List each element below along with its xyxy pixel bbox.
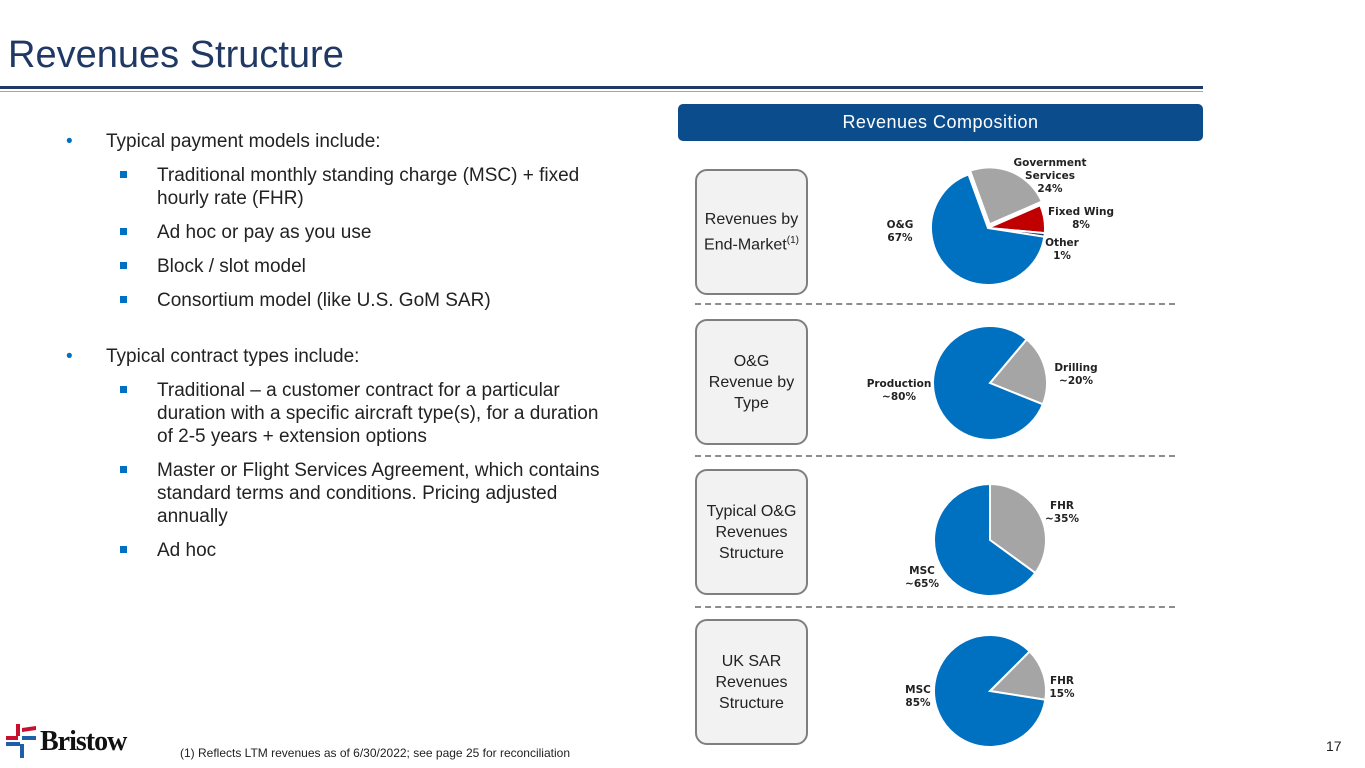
company-logo-text: Bristow (40, 726, 127, 757)
panel-header: Revenues Composition (678, 104, 1203, 141)
pie-label: FHR ~35% (1045, 500, 1079, 525)
title-divider-thin (0, 91, 1203, 92)
pie-label: O&G 67% (886, 219, 914, 244)
title-divider (0, 86, 1203, 89)
page-number: 17 (1326, 738, 1342, 754)
dashed-divider (695, 303, 1175, 305)
bullet: Typical contract types include: (66, 345, 606, 368)
bullet-list: Typical payment models include: Traditio… (66, 130, 606, 573)
pie-slice (989, 482, 1047, 575)
pie-label: Drilling ~20% (1054, 362, 1098, 387)
pie-slice (933, 634, 1047, 748)
pie-slice (932, 325, 1045, 441)
pie-label: Production ~80% (866, 378, 932, 403)
footnote: (1) Reflects LTM revenues as of 6/30/202… (180, 746, 570, 760)
pie-label: Government Services 24% (1013, 157, 1087, 195)
sub-bullet: Block / slot model (66, 255, 606, 278)
box-label: Revenues by End-Market (704, 210, 799, 254)
dashed-divider (695, 455, 1175, 457)
sub-bullet: Traditional monthly standing charge (MSC… (66, 164, 606, 210)
pie-label: Other 1% (1045, 237, 1079, 262)
pie-label: FHR 15% (1049, 675, 1075, 700)
bullet: Typical payment models include: (66, 130, 606, 153)
page-title: Revenues Structure (8, 34, 344, 76)
category-box-og-structure: Typical O&G Revenues Structure (695, 469, 808, 595)
pie-slice (933, 482, 1037, 597)
sub-bullet: Consortium model (like U.S. GoM SAR) (66, 289, 606, 312)
footnote-mark: (1) (786, 234, 799, 246)
sub-bullet: Traditional – a customer contract for a … (66, 379, 606, 448)
pie-label: Fixed Wing 8% (1048, 206, 1115, 231)
sub-bullet: Master or Flight Services Agreement, whi… (66, 459, 606, 528)
category-box-uk-sar: UK SAR Revenues Structure (695, 619, 808, 745)
pie-slice (968, 166, 1044, 226)
sub-bullet: Ad hoc (66, 539, 606, 562)
sub-bullet: Ad hoc or pay as you use (66, 221, 606, 244)
pie-slice (987, 649, 1047, 701)
category-box-og-type: O&G Revenue by Type (695, 319, 808, 445)
pie-label: MSC 85% (905, 684, 931, 709)
dashed-divider (695, 606, 1175, 608)
bristow-logo-icon (6, 724, 36, 758)
pie-label: MSC ~65% (905, 565, 939, 590)
pie-slice (930, 173, 1046, 286)
category-box-end-market: Revenues by End-Market(1) (695, 169, 808, 295)
